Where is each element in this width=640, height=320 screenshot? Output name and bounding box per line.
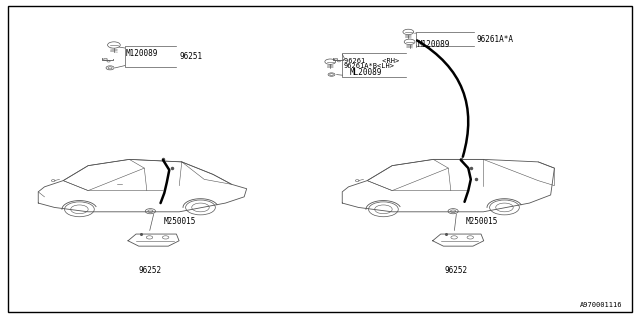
Text: 96261A*B<LH>: 96261A*B<LH> <box>344 63 395 69</box>
Text: 96261A*A: 96261A*A <box>477 35 514 44</box>
Text: M120089: M120089 <box>417 40 450 49</box>
Text: 96251: 96251 <box>179 52 202 61</box>
Text: A970001116: A970001116 <box>580 302 622 308</box>
Text: M250015: M250015 <box>466 217 499 226</box>
Text: 96261    <RH>: 96261 <RH> <box>344 59 399 64</box>
Text: M120089: M120089 <box>126 49 159 58</box>
Text: 96252: 96252 <box>139 266 162 275</box>
Text: ML20089: ML20089 <box>350 68 383 77</box>
Text: M250015: M250015 <box>163 217 196 226</box>
Text: 96252: 96252 <box>444 266 467 275</box>
